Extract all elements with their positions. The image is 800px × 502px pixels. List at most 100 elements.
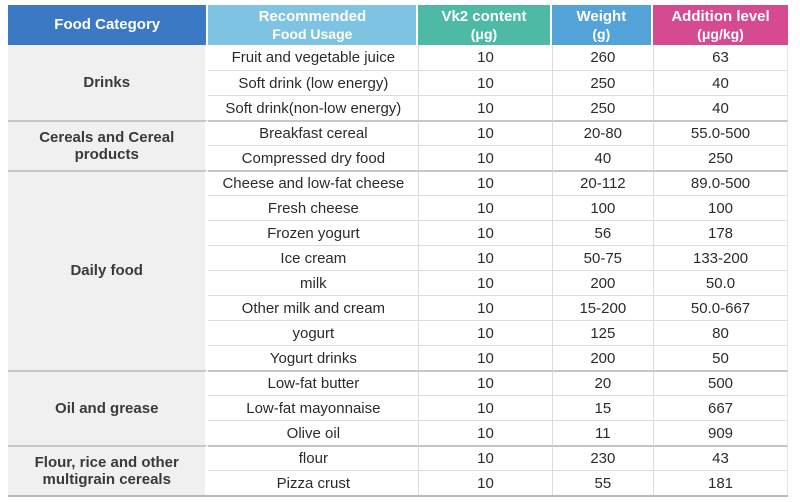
vk2-cell: 10 [418, 70, 552, 95]
usage-cell: milk [208, 270, 419, 295]
weight-cell: 200 [551, 270, 654, 295]
table-row: Daily food Cheese and low-fat cheese 10 20-… [8, 170, 788, 370]
weight-cell: 50-75 [551, 245, 654, 270]
table-row: Soft drink (low energy) 10 250 40 [8, 70, 788, 95]
addition-cell: 500 [653, 370, 788, 395]
vk2-cell: 10 [418, 395, 552, 420]
addition-cell: 89.0-500 [653, 170, 788, 195]
weight-cell: 55 [551, 470, 654, 495]
addition-cell: 55.0-500 [653, 120, 788, 145]
column-header-2: Vk2 content (μg) [418, 5, 552, 45]
addition-cell: 178 [653, 220, 788, 245]
vk2-cell: 10 [418, 270, 552, 295]
table-row: Olive oil 10 11 909 [8, 420, 788, 445]
category-cell: Drinks [8, 45, 209, 120]
table-row: milk 10 200 50.0 [8, 270, 788, 295]
table-row: Drinks Fruit and vegetable juice 10 260 63 [8, 45, 788, 120]
vk2-cell: 10 [418, 470, 552, 495]
usage-cell: flour [208, 445, 419, 470]
column-header-line1: Recommended [258, 7, 367, 25]
weight-cell: 20 [551, 370, 654, 395]
table-body: Drinks Fruit and vegetable juice 10 260 63 So… [8, 45, 788, 495]
vk2-cell: 10 [418, 195, 552, 220]
vk2-cell: 10 [418, 345, 552, 370]
vk2-cell: 10 [418, 420, 552, 445]
category-cell: Cereals and Cereal products [8, 120, 209, 170]
usage-cell: Compressed dry food [208, 145, 419, 170]
weight-cell: 250 [551, 70, 654, 95]
column-header-line1: Food Category [54, 16, 161, 33]
weight-cell: 20-112 [551, 170, 654, 195]
vk2-cell: 10 [418, 145, 552, 170]
usage-cell: Soft drink(non-low energy) [208, 95, 419, 120]
column-header-line2: Food Usage [272, 25, 353, 42]
vk2-cell: 10 [418, 445, 552, 470]
weight-cell: 11 [551, 420, 654, 445]
column-header-line1: Weight [576, 7, 627, 25]
column-header-line2: (μg/kg) [697, 25, 744, 42]
vk2-cell: 10 [418, 370, 552, 395]
usage-cell: Ice cream [208, 245, 419, 270]
table-row: Low-fat mayonnaise 10 15 667 [8, 395, 788, 420]
table-row: Soft drink(non-low energy) 10 250 40 [8, 95, 788, 120]
usage-cell: yogurt [208, 320, 419, 345]
weight-cell: 125 [551, 320, 654, 345]
usage-cell: Low-fat butter [208, 370, 419, 395]
addition-cell: 50.0-667 [653, 295, 788, 320]
addition-cell: 63 [653, 45, 788, 70]
addition-cell: 40 [653, 70, 788, 95]
usage-cell: Frozen yogurt [208, 220, 419, 245]
addition-cell: 250 [653, 145, 788, 170]
table-row: Yogurt drinks 10 200 50 [8, 345, 788, 370]
weight-cell: 40 [551, 145, 654, 170]
usage-cell: Yogurt drinks [208, 345, 419, 370]
category-cell: Daily food [8, 170, 209, 370]
column-header-1: Recommended Food Usage [208, 5, 419, 45]
column-header-4: Addition level (μg/kg) [653, 5, 788, 45]
food-table: Food Category Recommended Food Usage Vk2 co… [8, 5, 788, 497]
table-row: Pizza crust 10 55 181 [8, 470, 788, 495]
addition-cell: 181 [653, 470, 788, 495]
usage-cell: Pizza crust [208, 470, 419, 495]
addition-cell: 50.0 [653, 270, 788, 295]
weight-cell: 260 [551, 45, 654, 70]
usage-cell: Cheese and low-fat cheese [208, 170, 419, 195]
weight-cell: 250 [551, 95, 654, 120]
weight-cell: 56 [551, 220, 654, 245]
usage-cell: Fresh cheese [208, 195, 419, 220]
vk2-cell: 10 [418, 170, 552, 195]
vk2-cell: 10 [418, 245, 552, 270]
weight-cell: 20-80 [551, 120, 654, 145]
table-row: Flour, rice and other multigrain cereals… [8, 445, 788, 495]
column-header-line2: (g) [592, 25, 611, 42]
usage-cell: Fruit and vegetable juice [208, 45, 419, 70]
addition-cell: 909 [653, 420, 788, 445]
addition-cell: 80 [653, 320, 788, 345]
usage-cell: Olive oil [208, 420, 419, 445]
weight-cell: 100 [551, 195, 654, 220]
vk2-cell: 10 [418, 95, 552, 120]
vk2-cell: 10 [418, 220, 552, 245]
table-row: Compressed dry food 10 40 250 [8, 145, 788, 170]
weight-cell: 200 [551, 345, 654, 370]
table-row: Oil and grease Low-fat butter 10 20 500 [8, 370, 788, 445]
usage-cell: Breakfast cereal [208, 120, 419, 145]
addition-cell: 40 [653, 95, 788, 120]
category-cell: Flour, rice and other multigrain cereals [8, 445, 209, 495]
usage-cell: Other milk and cream [208, 295, 419, 320]
vk2-cell: 10 [418, 295, 552, 320]
usage-cell: Soft drink (low energy) [208, 70, 419, 95]
column-header-line1: Addition level [671, 7, 770, 25]
addition-cell: 43 [653, 445, 788, 470]
table-row: yogurt 10 125 80 [8, 320, 788, 345]
column-header-0: Food Category [8, 5, 209, 45]
column-header-line2: (μg) [470, 25, 498, 42]
vk2-cell: 10 [418, 45, 552, 70]
vk2-cell: 10 [418, 120, 552, 145]
table-row: Fresh cheese 10 100 100 [8, 195, 788, 220]
usage-cell: Low-fat mayonnaise [208, 395, 419, 420]
table-row: Other milk and cream 10 15-200 50.0-667 [8, 295, 788, 320]
weight-cell: 15 [551, 395, 654, 420]
column-header-3: Weight (g) [551, 5, 654, 45]
